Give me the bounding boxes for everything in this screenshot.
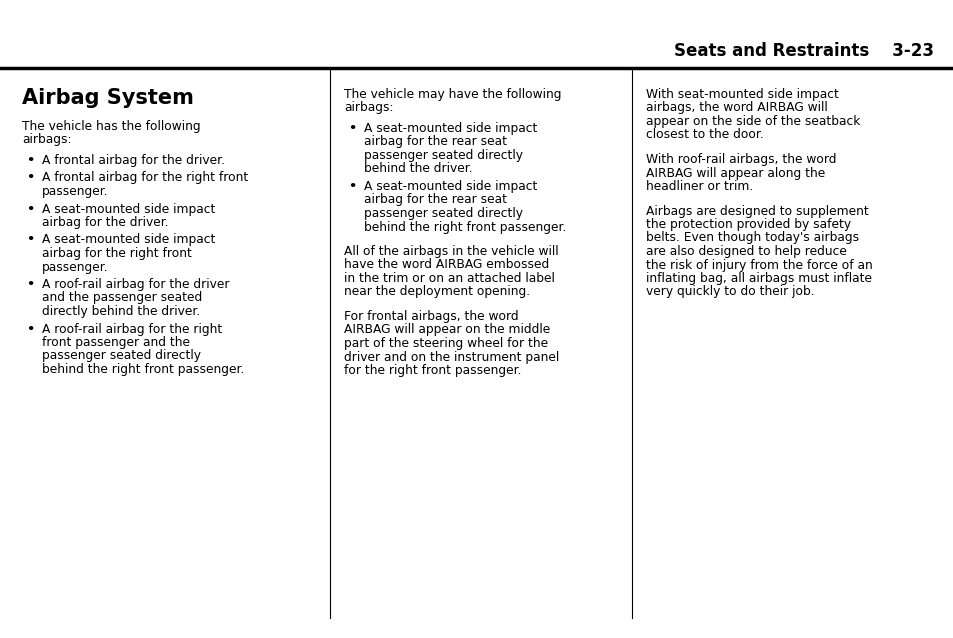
- Text: very quickly to do their job.: very quickly to do their job.: [645, 285, 814, 299]
- Text: belts. Even though today's airbags: belts. Even though today's airbags: [645, 232, 859, 244]
- Text: A seat-mounted side impact: A seat-mounted side impact: [42, 202, 215, 216]
- Text: passenger seated directly: passenger seated directly: [364, 207, 522, 220]
- Text: passenger seated directly: passenger seated directly: [364, 149, 522, 162]
- Text: •: •: [26, 278, 34, 291]
- Text: have the word AIRBAG embossed: have the word AIRBAG embossed: [344, 258, 549, 272]
- Text: passenger.: passenger.: [42, 260, 109, 274]
- Text: The vehicle may have the following: The vehicle may have the following: [344, 88, 561, 101]
- Text: airbag for the right front: airbag for the right front: [42, 247, 192, 260]
- Text: The vehicle has the following: The vehicle has the following: [22, 120, 200, 133]
- Text: Seats and Restraints    3-23: Seats and Restraints 3-23: [673, 42, 933, 60]
- Text: •: •: [348, 122, 355, 135]
- Text: With roof-rail airbags, the word: With roof-rail airbags, the word: [645, 153, 836, 166]
- Text: the protection provided by safety: the protection provided by safety: [645, 218, 850, 231]
- Text: in the trim or on an attached label: in the trim or on an attached label: [344, 272, 555, 285]
- Text: With seat-mounted side impact: With seat-mounted side impact: [645, 88, 838, 101]
- Text: appear on the side of the seatback: appear on the side of the seatback: [645, 115, 860, 128]
- Text: A frontal airbag for the driver.: A frontal airbag for the driver.: [42, 154, 225, 167]
- Text: and the passenger seated: and the passenger seated: [42, 292, 202, 304]
- Text: •: •: [348, 180, 355, 193]
- Text: airbags:: airbags:: [22, 133, 71, 147]
- Text: behind the driver.: behind the driver.: [364, 163, 472, 175]
- Text: part of the steering wheel for the: part of the steering wheel for the: [344, 337, 548, 350]
- Text: •: •: [26, 234, 34, 246]
- Text: AIRBAG will appear on the middle: AIRBAG will appear on the middle: [344, 323, 550, 336]
- Text: A seat-mounted side impact: A seat-mounted side impact: [42, 234, 215, 246]
- Text: Airbag System: Airbag System: [22, 88, 193, 108]
- Text: the risk of injury from the force of an: the risk of injury from the force of an: [645, 258, 872, 272]
- Text: Airbags are designed to supplement: Airbags are designed to supplement: [645, 205, 868, 218]
- Text: For frontal airbags, the word: For frontal airbags, the word: [344, 310, 518, 323]
- Text: for the right front passenger.: for the right front passenger.: [344, 364, 521, 377]
- Text: A seat-mounted side impact: A seat-mounted side impact: [364, 122, 537, 135]
- Text: front passenger and the: front passenger and the: [42, 336, 190, 349]
- Text: A seat-mounted side impact: A seat-mounted side impact: [364, 180, 537, 193]
- Text: directly behind the driver.: directly behind the driver.: [42, 305, 200, 318]
- Text: A roof-rail airbag for the driver: A roof-rail airbag for the driver: [42, 278, 230, 291]
- Text: behind the right front passenger.: behind the right front passenger.: [42, 363, 244, 376]
- Text: passenger seated directly: passenger seated directly: [42, 350, 201, 362]
- Text: headliner or trim.: headliner or trim.: [645, 180, 753, 193]
- Text: All of the airbags in the vehicle will: All of the airbags in the vehicle will: [344, 245, 558, 258]
- Text: A frontal airbag for the right front: A frontal airbag for the right front: [42, 172, 248, 184]
- Text: airbag for the rear seat: airbag for the rear seat: [364, 193, 506, 207]
- Text: closest to the door.: closest to the door.: [645, 128, 763, 142]
- Text: •: •: [26, 172, 34, 184]
- Text: airbag for the rear seat: airbag for the rear seat: [364, 135, 506, 149]
- Text: A roof-rail airbag for the right: A roof-rail airbag for the right: [42, 322, 222, 336]
- Text: are also designed to help reduce: are also designed to help reduce: [645, 245, 846, 258]
- Text: airbags, the word AIRBAG will: airbags, the word AIRBAG will: [645, 101, 827, 114]
- Text: behind the right front passenger.: behind the right front passenger.: [364, 221, 566, 234]
- Text: airbags:: airbags:: [344, 101, 393, 114]
- Text: •: •: [26, 322, 34, 336]
- Text: near the deployment opening.: near the deployment opening.: [344, 285, 530, 299]
- Text: •: •: [26, 154, 34, 167]
- Text: airbag for the driver.: airbag for the driver.: [42, 216, 169, 229]
- Text: driver and on the instrument panel: driver and on the instrument panel: [344, 350, 558, 364]
- Text: passenger.: passenger.: [42, 185, 109, 198]
- Text: AIRBAG will appear along the: AIRBAG will appear along the: [645, 167, 824, 179]
- Text: inflating bag, all airbags must inflate: inflating bag, all airbags must inflate: [645, 272, 871, 285]
- Text: •: •: [26, 202, 34, 216]
